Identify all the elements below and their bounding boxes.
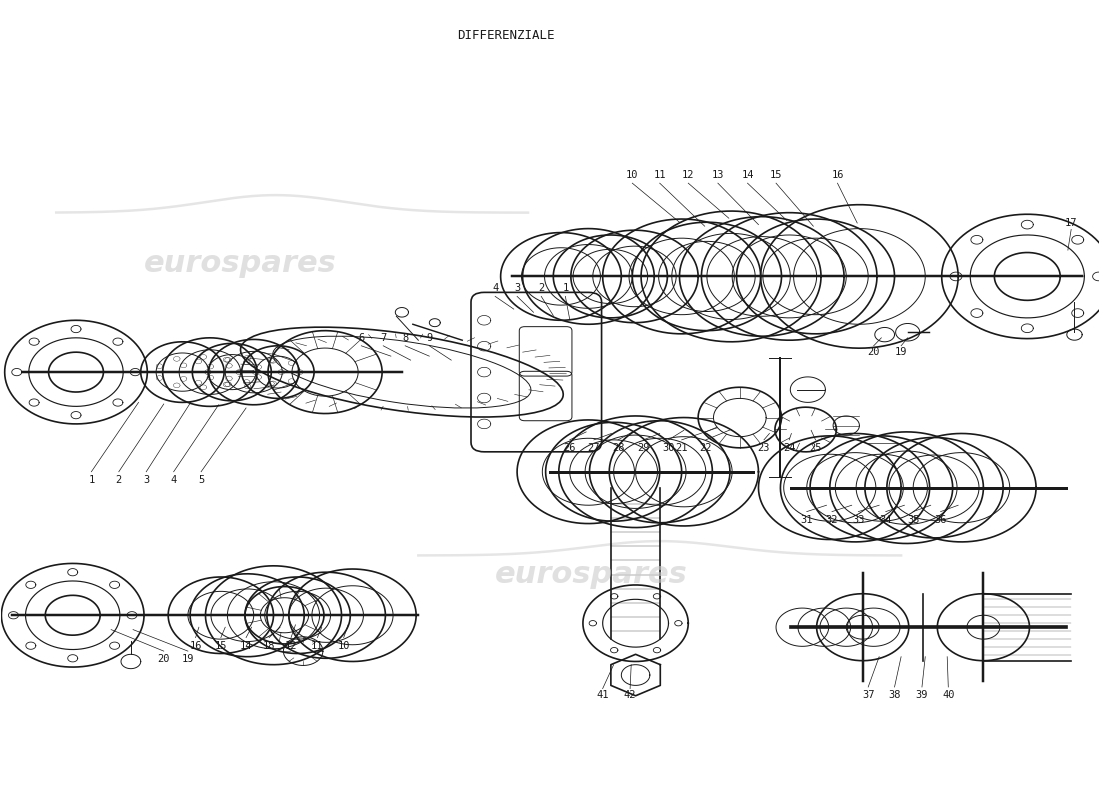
Text: 33: 33 bbox=[852, 514, 865, 525]
Text: 8: 8 bbox=[402, 333, 408, 343]
Text: 12: 12 bbox=[682, 170, 694, 180]
Text: 6: 6 bbox=[359, 333, 364, 343]
Text: eurospares: eurospares bbox=[495, 560, 688, 590]
Text: 4: 4 bbox=[492, 283, 498, 294]
Text: 11: 11 bbox=[311, 641, 323, 650]
Text: 4: 4 bbox=[170, 474, 177, 485]
Text: 14: 14 bbox=[741, 170, 754, 180]
Text: 35: 35 bbox=[906, 514, 920, 525]
Text: 20: 20 bbox=[157, 654, 170, 664]
Text: 18: 18 bbox=[263, 641, 275, 650]
Text: 1: 1 bbox=[562, 283, 569, 294]
Text: 37: 37 bbox=[862, 690, 874, 700]
Text: 24: 24 bbox=[783, 443, 795, 453]
Text: 36: 36 bbox=[934, 514, 947, 525]
Text: eurospares: eurospares bbox=[144, 250, 337, 278]
Text: 15: 15 bbox=[214, 641, 227, 650]
Text: 31: 31 bbox=[801, 514, 813, 525]
Text: 19: 19 bbox=[895, 347, 908, 357]
Text: 17: 17 bbox=[1065, 218, 1077, 228]
Text: 1: 1 bbox=[88, 474, 95, 485]
Text: 11: 11 bbox=[653, 170, 666, 180]
Text: 21: 21 bbox=[675, 443, 688, 453]
Text: 5: 5 bbox=[198, 474, 205, 485]
Text: 41: 41 bbox=[596, 690, 609, 700]
Text: 26: 26 bbox=[563, 443, 576, 453]
Text: 13: 13 bbox=[712, 170, 724, 180]
Text: 3: 3 bbox=[514, 283, 520, 294]
Text: 30: 30 bbox=[662, 443, 674, 453]
Text: 15: 15 bbox=[770, 170, 782, 180]
Text: 19: 19 bbox=[182, 654, 195, 664]
Text: 10: 10 bbox=[626, 170, 638, 180]
Text: 14: 14 bbox=[240, 641, 252, 650]
Text: 38: 38 bbox=[889, 690, 901, 700]
Text: 22: 22 bbox=[700, 443, 712, 453]
Text: 27: 27 bbox=[587, 443, 601, 453]
Text: 29: 29 bbox=[637, 443, 649, 453]
Text: 23: 23 bbox=[758, 443, 770, 453]
Text: 2: 2 bbox=[538, 283, 544, 294]
Text: 2: 2 bbox=[116, 474, 122, 485]
Text: 39: 39 bbox=[915, 690, 928, 700]
Text: 10: 10 bbox=[338, 641, 350, 650]
Text: 42: 42 bbox=[624, 690, 636, 700]
Text: 12: 12 bbox=[285, 641, 297, 650]
Text: 20: 20 bbox=[868, 347, 880, 357]
Text: 9: 9 bbox=[426, 333, 432, 343]
Text: 34: 34 bbox=[880, 514, 892, 525]
Text: 28: 28 bbox=[612, 443, 625, 453]
Text: DIFFERENZIALE: DIFFERENZIALE bbox=[458, 30, 554, 42]
Text: 3: 3 bbox=[143, 474, 150, 485]
Text: 16: 16 bbox=[832, 170, 844, 180]
Text: 32: 32 bbox=[826, 514, 838, 525]
Text: 40: 40 bbox=[942, 690, 955, 700]
Text: 25: 25 bbox=[810, 443, 822, 453]
Text: 7: 7 bbox=[381, 333, 386, 343]
Text: 16: 16 bbox=[189, 641, 201, 650]
